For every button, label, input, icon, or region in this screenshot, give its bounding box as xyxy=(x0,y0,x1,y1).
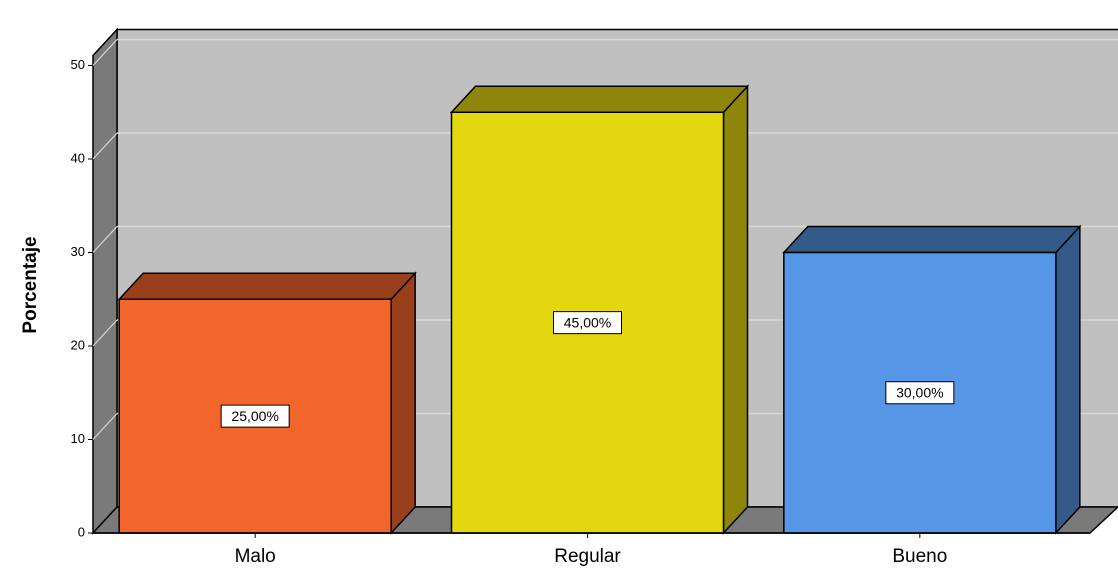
gridline-side xyxy=(92,226,118,253)
y-axis: 0 10 20 30 40 50 xyxy=(71,57,93,539)
bar-top xyxy=(117,272,417,300)
gridline-side xyxy=(92,413,118,440)
data-label-box xyxy=(220,404,290,428)
x-tick-label: Bueno xyxy=(892,546,947,567)
y-tick-label: 40 xyxy=(71,150,85,165)
bar-side xyxy=(722,84,749,535)
x-tick-label: Regular xyxy=(554,546,621,567)
y-axis-label: Porcentaje xyxy=(20,236,41,333)
side-wall xyxy=(92,27,118,535)
bar-side xyxy=(1055,224,1081,535)
bar-top xyxy=(782,225,1082,254)
bars: 25,00% 45,00% 30,00% xyxy=(117,84,1082,535)
bar-side xyxy=(390,271,416,535)
gridline-side xyxy=(92,319,118,347)
x-tick-label: Malo xyxy=(235,546,276,567)
data-label-box xyxy=(885,381,955,405)
y-tick-label: 50 xyxy=(71,57,85,72)
y-tick-label: 30 xyxy=(71,244,85,259)
bar-malo: 25,00% xyxy=(117,271,417,535)
y-tick-label: 20 xyxy=(71,337,85,352)
bar-regular: 45,00% xyxy=(449,84,750,535)
y-tick-label: 10 xyxy=(71,431,85,446)
data-label: 30,00% xyxy=(896,384,943,400)
data-label-box xyxy=(553,311,622,335)
data-label: 45,00% xyxy=(564,314,611,330)
data-label: 25,00% xyxy=(231,408,278,424)
bar-bueno: 30,00% xyxy=(782,224,1082,535)
y-tick-label: 0 xyxy=(78,524,85,539)
gridline-side xyxy=(92,132,118,160)
x-axis: Malo Regular Bueno xyxy=(93,532,1090,567)
gridline-side xyxy=(92,39,118,66)
bar-top xyxy=(449,85,750,113)
